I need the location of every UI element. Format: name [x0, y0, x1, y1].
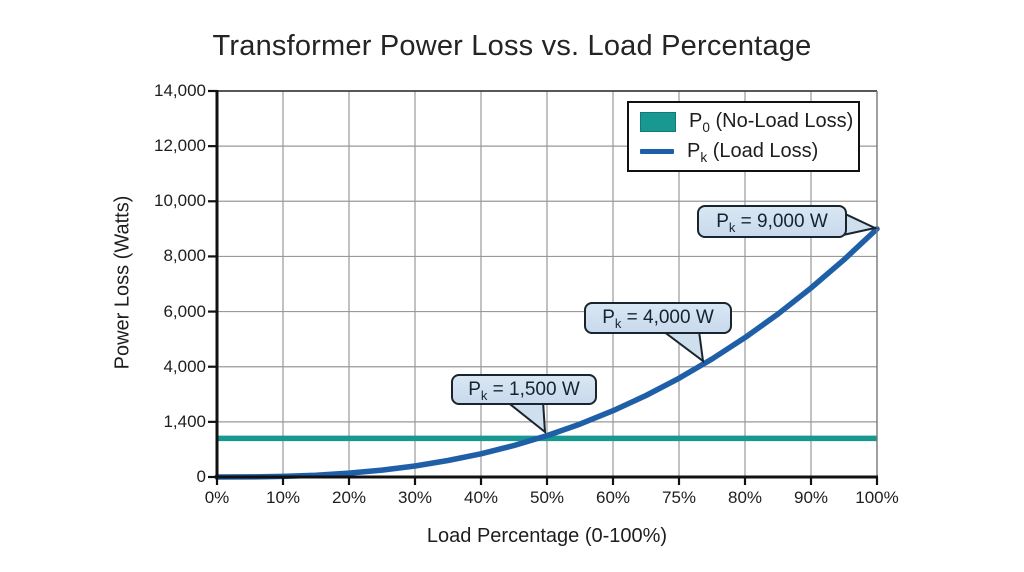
x-tick-label: 30% [397, 488, 433, 507]
x-tick-label: 75% [661, 488, 697, 507]
x-tick-label: 80% [727, 488, 763, 507]
x-tick-label: 90% [793, 488, 829, 507]
x-axis-title: Load Percentage (0-100%) [426, 525, 668, 547]
x-tick-label: 0% [204, 488, 230, 507]
y-tick-label: 12,000 [154, 136, 206, 155]
x-tick-label: 50% [529, 488, 565, 507]
chart-title: Transformer Power Loss vs. Load Percenta… [212, 30, 812, 62]
y-tick-label: 10,000 [154, 191, 206, 210]
legend-item-load: Pk (Load Loss) [640, 140, 858, 165]
callout-pointer-1 [503, 400, 547, 435]
y-tick-label: 0 [196, 467, 206, 486]
x-tick-label: 100% [855, 488, 899, 507]
load-loss-curve [214, 226, 880, 480]
legend: P0 (No-Load Loss) Pk (Load Loss) [627, 101, 860, 172]
y-tick-label: 1,400 [163, 412, 206, 431]
legend-item-no-load: P0 (No-Load Loss) [640, 110, 858, 135]
callout-pointer-2 [660, 330, 705, 364]
y-tick-label: 4,000 [163, 357, 206, 376]
x-tick-label: 10% [265, 488, 301, 507]
legend-label: P0 (No-Load Loss) [689, 110, 854, 135]
no-load-swatch-icon [640, 111, 676, 132]
callout-4000w: Pk = 4,000 W [584, 302, 732, 334]
y-tick-label: 14,000 [154, 81, 206, 100]
x-tick-label: 20% [331, 488, 367, 507]
x-tick-label: 60% [595, 488, 631, 507]
y-tick-label: 8,000 [163, 246, 206, 265]
callout-1500w: Pk = 1,500 W [451, 374, 597, 405]
legend-label: Pk (Load Loss) [687, 140, 819, 165]
x-tick-label: 40% [463, 488, 499, 507]
load-swatch-icon [640, 149, 674, 154]
y-tick-label: 6,000 [163, 302, 206, 321]
y-axis-title: Power Loss (Watts) [111, 195, 134, 370]
callout-9000w: Pk = 9,000 W [697, 205, 847, 238]
